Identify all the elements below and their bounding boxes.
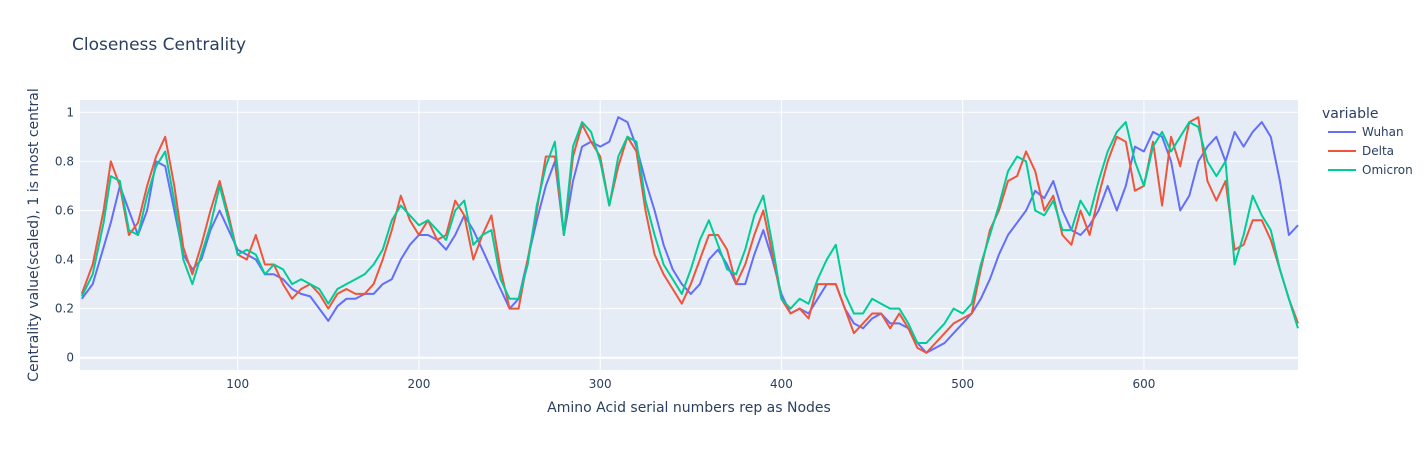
series-line-omicron <box>80 121 1299 344</box>
x-tick-label: 400 <box>770 377 793 391</box>
plot-area <box>80 100 1298 370</box>
y-tick-label: 0.4 <box>55 253 74 267</box>
series-layer <box>80 116 1299 354</box>
y-axis-title: Centrality value(scaled), 1 is most cent… <box>26 88 42 381</box>
x-tick-label: 100 <box>226 377 249 391</box>
chart-title: Closeness Centrality <box>72 35 246 55</box>
x-axis-title: Amino Acid serial numbers rep as Nodes <box>547 400 831 416</box>
legend-item-wuhan[interactable]: Wuhan <box>1362 125 1404 139</box>
legend-title: variable <box>1322 106 1378 122</box>
x-tick-label: 600 <box>1132 377 1155 391</box>
x-tick-label: 500 <box>951 377 974 391</box>
y-tick-label: 1 <box>66 105 74 119</box>
series-line-delta <box>80 116 1299 354</box>
y-tick-label: 0.6 <box>55 203 74 217</box>
legend-item-delta[interactable]: Delta <box>1362 144 1394 158</box>
series-line-wuhan <box>80 116 1299 354</box>
legend: variable Wuhan Delta Omicron <box>1322 106 1413 177</box>
tick-labels: 100 200 300 400 500 600 0 0.2 0.4 0.6 0.8 1 <box>55 105 1155 391</box>
legend-item-omicron[interactable]: Omicron <box>1362 163 1413 177</box>
y-tick-label: 0.8 <box>55 154 74 168</box>
x-tick-label: 200 <box>407 377 430 391</box>
y-tick-label: 0 <box>66 351 74 365</box>
x-tick-label: 300 <box>589 377 612 391</box>
y-tick-label: 0.2 <box>55 302 74 316</box>
